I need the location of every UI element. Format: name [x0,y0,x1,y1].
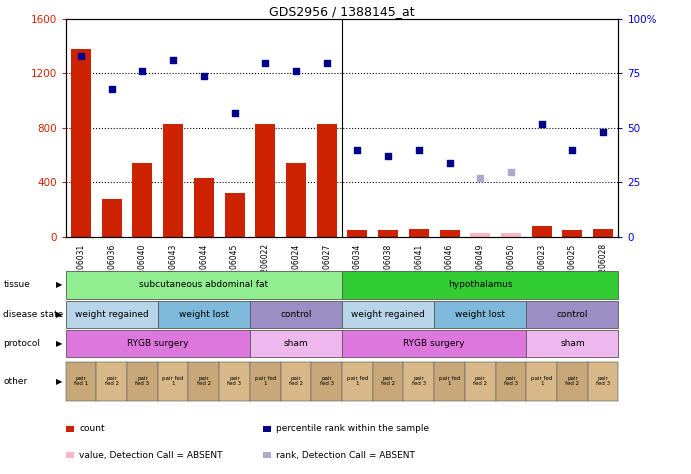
Text: ▶: ▶ [56,339,62,348]
Bar [71,49,91,237]
Bar [409,229,429,237]
Text: ▶: ▶ [56,377,62,385]
Bar [348,230,368,237]
Text: pair
fed 3: pair fed 3 [227,376,242,386]
Text: tissue: tissue [3,281,30,289]
Point [137,67,148,75]
Bar [562,229,583,237]
Text: pair
fed 2: pair fed 2 [565,376,580,386]
Point [290,67,301,75]
Text: pair fed
1: pair fed 1 [162,376,184,386]
Text: pair fed
1: pair fed 1 [347,376,368,386]
Bar [439,230,460,237]
Text: pair
fed 2: pair fed 2 [381,376,395,386]
Text: pair
fed 3: pair fed 3 [412,376,426,386]
Bar [471,233,490,237]
Text: pair fed
1: pair fed 1 [439,376,460,386]
Point [413,146,424,154]
Point [598,128,609,136]
Text: other: other [3,377,28,385]
Bar [163,124,183,237]
Bar [225,193,245,237]
Text: pair
fed 2: pair fed 2 [473,376,487,386]
Text: disease state: disease state [3,310,64,319]
Point [75,52,86,60]
Text: count: count [79,425,105,433]
Text: ▶: ▶ [56,281,62,289]
Text: weight regained: weight regained [75,310,149,319]
Point [352,146,363,154]
Text: pair fed
1: pair fed 1 [254,376,276,386]
Bar [194,178,214,237]
Bar [593,229,613,237]
Text: subcutaneous abdominal fat: subcutaneous abdominal fat [140,281,268,289]
Text: percentile rank within the sample: percentile rank within the sample [276,425,430,433]
Text: pair
fed 3: pair fed 3 [504,376,518,386]
Text: weight lost: weight lost [455,310,505,319]
Point [168,56,179,64]
Text: pair
fed 3: pair fed 3 [596,376,610,386]
Point [106,85,117,92]
Point [567,146,578,154]
Text: pair fed
1: pair fed 1 [531,376,552,386]
Text: pair
fed 2: pair fed 2 [197,376,211,386]
Point [321,59,332,66]
Bar [102,199,122,237]
Text: hypothalamus: hypothalamus [448,281,513,289]
Point [505,168,516,175]
Bar [501,233,521,237]
Point [444,159,455,167]
Bar [133,164,153,237]
Bar [378,230,398,237]
Point [383,153,394,160]
Bar [531,226,551,237]
Text: sham: sham [560,339,585,348]
Text: sham: sham [284,339,308,348]
Title: GDS2956 / 1388145_at: GDS2956 / 1388145_at [269,5,415,18]
Text: value, Detection Call = ABSENT: value, Detection Call = ABSENT [79,451,223,459]
Text: control: control [281,310,312,319]
Text: pair
fed 3: pair fed 3 [320,376,334,386]
Point [475,174,486,182]
Text: pair
fed 3: pair fed 3 [135,376,149,386]
Point [536,120,547,128]
Text: pair
fed 2: pair fed 2 [104,376,119,386]
Bar [316,124,337,237]
Bar [286,164,306,237]
Text: control: control [557,310,588,319]
Point [229,109,240,117]
Text: RYGB surgery: RYGB surgery [404,339,465,348]
Text: ▶: ▶ [56,310,62,319]
Text: weight regained: weight regained [351,310,425,319]
Bar [255,124,275,237]
Text: rank, Detection Call = ABSENT: rank, Detection Call = ABSENT [276,451,415,459]
Text: protocol: protocol [3,339,41,348]
Point [260,59,271,66]
Text: weight lost: weight lost [179,310,229,319]
Text: pair
fed 1: pair fed 1 [74,376,88,386]
Point [198,72,209,80]
Text: RYGB surgery: RYGB surgery [127,339,189,348]
Text: pair
fed 2: pair fed 2 [289,376,303,386]
